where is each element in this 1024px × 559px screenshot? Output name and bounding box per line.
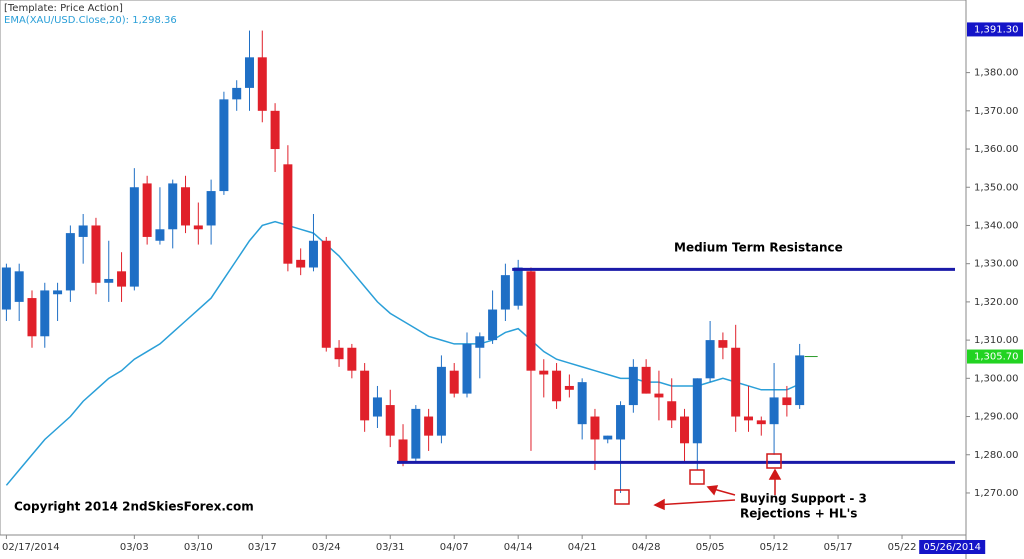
x-tick-label: 04/21 bbox=[568, 542, 597, 553]
y-tick-label: 1,350.00 bbox=[974, 182, 1019, 193]
y-tick-label: 1,290.00 bbox=[974, 412, 1019, 423]
x-tick-label: 05/22 bbox=[888, 542, 917, 553]
marker-box bbox=[689, 469, 705, 485]
arrow bbox=[654, 499, 736, 506]
y-tick-label: 1,270.00 bbox=[974, 488, 1019, 499]
x-tick-label: 02/17/2014 bbox=[2, 542, 60, 553]
ema-label: EMA(XAU/USD.Close,20): 1,298.36 bbox=[4, 15, 177, 26]
y-tick-label: 1,300.00 bbox=[974, 373, 1019, 384]
y-tick-label: 1,360.00 bbox=[974, 144, 1019, 155]
y-tick-label: 1,310.00 bbox=[974, 335, 1019, 346]
marker-box bbox=[614, 489, 630, 505]
annotation-marks bbox=[614, 453, 782, 511]
y-tick-label: 1,280.00 bbox=[974, 450, 1019, 461]
y-tick-label: 1,370.00 bbox=[974, 106, 1019, 117]
x-tick-label: 04/14 bbox=[504, 542, 533, 553]
arrowhead bbox=[653, 498, 665, 511]
y-tick-label: 1,320.00 bbox=[974, 297, 1019, 308]
x-tick-label: 05/17 bbox=[824, 542, 853, 553]
resistance-label: Medium Term Resistance bbox=[674, 241, 843, 255]
x-tick-label: 04/28 bbox=[632, 542, 661, 553]
marker-box bbox=[766, 453, 782, 469]
high-price-tag bbox=[967, 22, 1023, 37]
x-tick-label: 03/03 bbox=[120, 542, 149, 553]
support-label: Rejections + HL's bbox=[740, 507, 857, 521]
y-tick-label: 1,380.00 bbox=[974, 68, 1019, 79]
x-tick-label: 05/12 bbox=[760, 542, 789, 553]
x-tick-label: 03/10 bbox=[184, 542, 213, 553]
plot-area bbox=[0, 0, 967, 536]
x-tick-label: 03/17 bbox=[248, 542, 277, 553]
x-tick-label: 03/31 bbox=[376, 542, 405, 553]
x-tick-label: 03/24 bbox=[312, 542, 341, 553]
template-label: [Template: Price Action] bbox=[4, 3, 123, 14]
last-price-label: 1,305.70 bbox=[974, 352, 1019, 363]
copyright: Copyright 2014 2ndSkiesForex.com bbox=[14, 500, 254, 514]
arrowhead bbox=[768, 468, 782, 480]
x-tick-label: 04/07 bbox=[440, 542, 469, 553]
high-price-label: 1,391.30 bbox=[974, 24, 1019, 35]
last-price-tag bbox=[967, 349, 1023, 364]
overlay: 1,270.00 1,280.00 1,290.00 1,300.00 1,310.00… bbox=[2, 22, 1023, 554]
y-tick-label: 1,340.00 bbox=[974, 220, 1019, 231]
support-label: Buying Support - 3 bbox=[740, 492, 867, 506]
arrowhead bbox=[706, 485, 719, 496]
x-tick-label: 05/05 bbox=[696, 542, 725, 553]
y-tick-label: 1,330.00 bbox=[974, 259, 1019, 270]
cursor-date-tag bbox=[919, 540, 986, 554]
cursor-date-label: 05/26/2014 bbox=[923, 542, 981, 553]
ema-line bbox=[5, 220, 800, 486]
